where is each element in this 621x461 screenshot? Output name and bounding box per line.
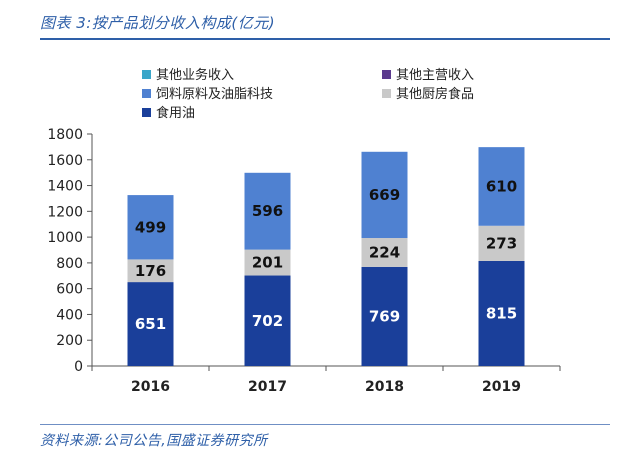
source-divider [40,424,610,425]
bar-segment [361,266,408,366]
data-label: 273 [486,234,517,252]
bar-segment [244,249,291,276]
data-label: 651 [135,315,166,333]
bar-segment [127,259,174,283]
y-tick-label: 600 [56,282,83,298]
bar-segment [361,238,408,267]
legend-label: 其他业务收入 [156,67,234,83]
y-tick-label: 1600 [47,153,83,169]
legend-swatch [142,89,151,98]
y-tick-label: 0 [74,359,83,375]
y-tick-label: 800 [56,256,83,272]
figure-caption: 图表 3:按产品划分收入构成(亿元) [40,14,276,32]
x-tick-label: 2019 [482,379,521,395]
x-tick-label: 2018 [365,379,404,395]
caption-underline [40,38,610,40]
data-label: 769 [369,307,400,325]
bar-segment [244,172,291,250]
y-tick-label: 1800 [47,127,83,143]
data-label: 596 [252,202,283,220]
bar-segment [127,282,174,366]
legend-swatch [142,70,151,79]
legend-label: 其他主营收入 [396,68,474,83]
data-label: 669 [369,186,400,204]
legend-label: 饲料原料及油脂科技 [156,87,273,102]
data-label: 176 [135,262,166,280]
data-label: 201 [252,254,283,272]
x-tick-label: 2017 [248,379,287,395]
y-tick-label: 1200 [47,204,83,220]
figure-source: 资料来源:公司公告,国盛证券研究所 [40,433,268,449]
legend-swatch [142,108,151,117]
bar-segment [244,275,291,366]
data-label: 224 [369,243,400,261]
bar-segment [478,147,525,226]
x-tick-label: 2016 [131,379,170,395]
legend-swatch [382,70,391,79]
y-tick-label: 1000 [47,230,83,246]
bar-segment [127,195,174,260]
legend-label: 其他厨房食品 [396,86,474,102]
legend-swatch [382,89,391,98]
bar-segment [478,260,525,366]
data-label: 610 [486,177,517,195]
data-label: 815 [486,304,517,322]
y-tick-label: 400 [56,307,83,323]
y-tick-label: 200 [56,333,83,349]
bar-segment [478,225,525,261]
bar-segment [361,151,408,239]
y-tick-label: 1400 [47,179,83,195]
legend-label: 食用油 [156,105,195,121]
data-label: 499 [135,218,166,236]
data-label: 702 [252,312,283,330]
